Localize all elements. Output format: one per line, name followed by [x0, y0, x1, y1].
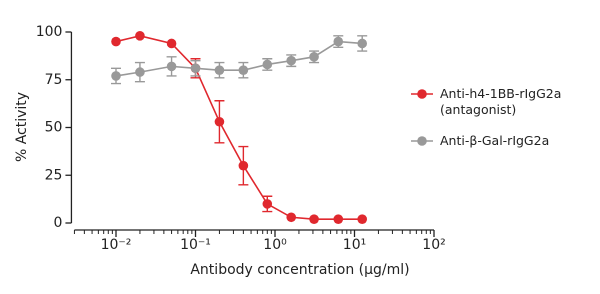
- y-tick-label: 75: [45, 72, 63, 88]
- x-tick-label: 10⁰: [263, 237, 287, 253]
- legend-label: Anti-β-Gal-rIgG2a: [440, 133, 550, 148]
- y-axis-label: % Activity: [14, 92, 30, 162]
- data-point: [238, 65, 249, 75]
- data-point: [190, 63, 201, 74]
- data-point: [214, 65, 225, 75]
- data-point: [262, 199, 273, 209]
- data-point: [286, 212, 297, 223]
- data-point: [214, 116, 225, 127]
- x-tick-label: 10⁻²: [101, 237, 132, 253]
- data-point: [286, 55, 297, 66]
- data-point: [166, 38, 177, 49]
- data-point: [309, 52, 319, 62]
- y-tick-label: 100: [36, 24, 63, 40]
- x-tick-label: 10¹: [343, 237, 366, 253]
- data-point: [333, 214, 344, 224]
- legend-marker: [417, 89, 427, 99]
- data-point: [135, 67, 145, 77]
- data-point: [262, 59, 273, 70]
- y-tick-label: 25: [45, 167, 63, 183]
- data-point: [333, 36, 344, 47]
- series-line: [115, 34, 363, 220]
- x-axis-label: Antibody concentration (μg/ml): [190, 262, 409, 278]
- data-point: [357, 38, 368, 49]
- x-tick-label: 10²: [422, 237, 445, 253]
- legend-label: Anti-h4-1BB-rIgG2a (antagonist): [440, 86, 562, 117]
- y-tick-label: 0: [54, 215, 63, 231]
- legend-marker: [417, 136, 427, 146]
- data-point: [111, 71, 121, 81]
- data-point: [238, 160, 249, 171]
- data-point: [135, 31, 145, 41]
- x-tick-label: 10⁻¹: [180, 237, 211, 253]
- data-point: [166, 61, 177, 72]
- y-tick-label: 50: [45, 120, 63, 136]
- data-point: [309, 214, 319, 224]
- data-point: [111, 36, 121, 47]
- data-point: [357, 214, 368, 224]
